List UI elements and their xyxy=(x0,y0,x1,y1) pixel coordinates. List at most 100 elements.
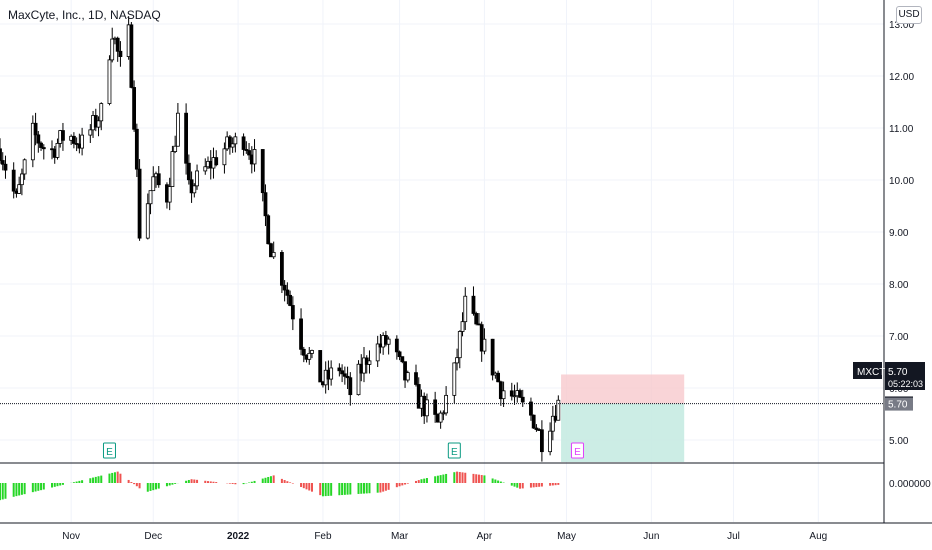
candle-body xyxy=(17,184,22,194)
candle-body xyxy=(195,170,199,187)
candle-body xyxy=(173,145,178,152)
candle-body xyxy=(19,173,24,186)
time-tick-label: Jun xyxy=(643,531,659,542)
candle-body xyxy=(348,377,353,396)
candle-body xyxy=(129,24,134,88)
chart-title: MaxCyte, Inc., 1D, NASDAQ xyxy=(8,8,161,22)
candle-body xyxy=(337,367,342,372)
candle-body xyxy=(151,176,156,192)
time-tick-label: Jul xyxy=(727,531,740,542)
candle-body xyxy=(318,350,323,383)
time-tick-label: Dec xyxy=(144,531,162,542)
earnings-marker[interactable]: E xyxy=(102,442,116,459)
candle-body xyxy=(99,103,104,122)
candle-body xyxy=(548,430,553,453)
candle-body xyxy=(433,399,438,415)
candle-body xyxy=(471,295,476,314)
candle-body xyxy=(134,128,139,170)
candle-body xyxy=(529,401,533,416)
candle-body xyxy=(482,338,487,352)
price-tick-label: 10.00 xyxy=(889,176,914,187)
candle-body xyxy=(137,168,142,239)
candle-body xyxy=(39,142,43,148)
candle-body xyxy=(310,350,314,354)
price-tick-label: 8.00 xyxy=(889,280,909,291)
candle-body xyxy=(496,372,501,383)
earnings-marker-label: E xyxy=(106,447,113,458)
candle-body xyxy=(307,352,312,360)
candle-body xyxy=(386,338,391,345)
candle-body xyxy=(156,173,161,186)
candle-body xyxy=(342,373,347,377)
candle-body xyxy=(241,136,246,150)
candle-body xyxy=(301,348,306,356)
candle-body xyxy=(367,360,372,365)
candle-body xyxy=(452,362,457,396)
grid xyxy=(0,0,884,522)
candle-body xyxy=(288,294,293,306)
candle-body xyxy=(260,149,265,194)
candle-body xyxy=(11,169,16,192)
candle-body xyxy=(33,122,38,136)
time-tick-label: Feb xyxy=(314,531,332,542)
candle-body xyxy=(61,130,65,141)
entry-price-label: 5.70 xyxy=(888,400,908,411)
candle-body xyxy=(3,163,8,171)
candle-body xyxy=(252,149,257,165)
candle-body xyxy=(132,87,137,130)
candle-body xyxy=(175,112,180,147)
candle-body xyxy=(329,367,334,380)
candle-body xyxy=(362,357,366,374)
candle-body xyxy=(550,415,555,432)
earnings-marker-label: E xyxy=(451,447,458,458)
earnings-marker[interactable]: E xyxy=(570,442,584,459)
candle-body xyxy=(170,151,175,187)
candle-body xyxy=(0,148,2,161)
candle-body xyxy=(498,381,503,400)
time-tick-label: Aug xyxy=(809,531,827,542)
candle-body xyxy=(441,412,446,415)
candle-body xyxy=(375,343,380,362)
candle-body xyxy=(290,305,295,320)
price-tick-label: 5.00 xyxy=(889,436,909,447)
candle-body xyxy=(531,414,536,429)
candle-body xyxy=(222,148,227,166)
candle-body xyxy=(425,399,429,417)
candle-body xyxy=(414,372,418,385)
candle-body xyxy=(148,190,153,205)
candle-body xyxy=(214,157,219,166)
candle-body xyxy=(41,147,46,150)
candle-body xyxy=(444,394,449,414)
price-tick-label: 11.00 xyxy=(889,124,914,135)
stop-loss-zone xyxy=(561,374,685,404)
candle-body xyxy=(96,120,101,128)
earnings-marker-label: E xyxy=(574,447,581,458)
candle-body xyxy=(115,37,120,52)
currency-button[interactable]: USD xyxy=(896,6,922,24)
candle-body xyxy=(463,295,468,323)
candle-body xyxy=(405,372,410,381)
candle-body xyxy=(22,159,27,175)
candle-body xyxy=(457,331,462,359)
candle-body xyxy=(394,338,399,353)
candle-body xyxy=(282,284,287,291)
candle-body xyxy=(110,38,115,61)
earnings-marker[interactable]: E xyxy=(447,442,461,459)
candle-body xyxy=(285,289,290,296)
candle-body xyxy=(400,356,405,363)
candle-body xyxy=(403,361,407,381)
time-tick-label: Apr xyxy=(477,531,493,542)
candle-body xyxy=(88,129,93,136)
candle-body xyxy=(233,136,238,145)
candle-body xyxy=(30,122,35,161)
candle-body xyxy=(479,324,484,352)
candle-body xyxy=(299,318,303,350)
indicator-histogram xyxy=(0,471,560,501)
candlestick-series xyxy=(0,16,561,462)
candle-body xyxy=(279,252,284,286)
candle-body xyxy=(460,321,465,332)
